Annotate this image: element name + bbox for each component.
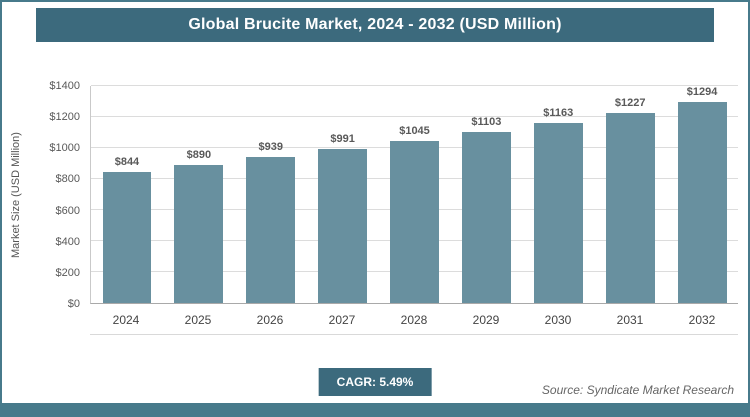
bar-2030 — [533, 122, 583, 303]
plot-area: $844 $890 $939 $991 $1045 $1103 $1163 $1227 $129… — [90, 85, 738, 304]
bars: $844 $890 $939 $991 $1045 $1103 $1163 $1227 $129… — [91, 86, 738, 303]
bar-column-2024: $844 — [91, 86, 163, 303]
y-tick-label: $400 — [55, 235, 80, 248]
y-tick-label: $200 — [55, 266, 80, 279]
bar-2024 — [102, 172, 152, 303]
bar-value-label-2027: $991 — [330, 133, 355, 146]
chart-title: Global Brucite Market, 2024 - 2032 (USD … — [36, 8, 714, 42]
bar-column-2025: $890 — [163, 86, 235, 303]
x-tick-2024: 2024 — [112, 312, 140, 327]
bar-value-label-2028: $1045 — [399, 125, 430, 138]
bar-value-label-2030: $1163 — [543, 106, 574, 119]
bar-2026 — [246, 157, 296, 303]
y-axis: $0 $200 $400 $600 $800 $1000 $1200 $1400 — [30, 80, 84, 310]
bar-2025 — [174, 165, 224, 303]
bar-2028 — [390, 141, 439, 303]
bar-column-2028: $1045 — [379, 86, 451, 303]
bar-column-2032: $1294 — [666, 86, 738, 303]
x-tick-2032: 2032 — [688, 312, 716, 327]
x-tick-2030: 2030 — [544, 312, 572, 327]
x-tick-2031: 2031 — [616, 312, 644, 327]
bar-2032 — [677, 102, 727, 303]
x-tick-2027: 2027 — [328, 312, 356, 327]
bottom-accent-strip — [2, 403, 748, 415]
bar-column-2027: $991 — [307, 86, 379, 303]
source-credit: Source: Syndicate Market Research — [541, 383, 734, 397]
cagr-badge: CAGR: 5.49% — [318, 368, 432, 396]
bar-value-label-2032: $1294 — [686, 86, 718, 99]
bar-value-label-2025: $890 — [186, 149, 212, 162]
bar-column-2026: $939 — [235, 86, 307, 303]
y-tick-label: $1000 — [49, 142, 80, 155]
bar-column-2030: $1163 — [522, 86, 594, 303]
bar-value-label-2031: $1227 — [614, 96, 646, 109]
bar-2031 — [605, 112, 655, 303]
bar-2029 — [461, 132, 511, 303]
gridline — [91, 116, 738, 117]
bar-value-label-2024: $844 — [114, 156, 140, 169]
bar-column-2031: $1227 — [594, 86, 666, 303]
x-axis: 2024 2025 2026 2027 2028 2029 2030 2031 2032 — [90, 305, 738, 335]
x-tick-2025: 2025 — [184, 312, 212, 327]
x-tick-2026: 2026 — [256, 312, 284, 327]
x-tick-2028: 2028 — [400, 312, 428, 327]
gridline — [91, 85, 738, 86]
bar-value-label-2026: $939 — [258, 141, 283, 154]
bar-value-label-2029: $1103 — [471, 116, 502, 129]
y-tick-label: $800 — [55, 173, 80, 186]
y-tick-label: $0 — [67, 298, 80, 310]
y-axis-title: Market Size (USD Million) — [10, 132, 22, 258]
y-tick-label: $1400 — [49, 80, 80, 92]
x-tick-2029: 2029 — [472, 312, 500, 327]
bar-column-2029: $1103 — [450, 86, 522, 303]
bar-2027 — [318, 149, 368, 303]
y-tick-label: $1200 — [49, 111, 80, 124]
y-tick-label: $600 — [55, 204, 80, 217]
